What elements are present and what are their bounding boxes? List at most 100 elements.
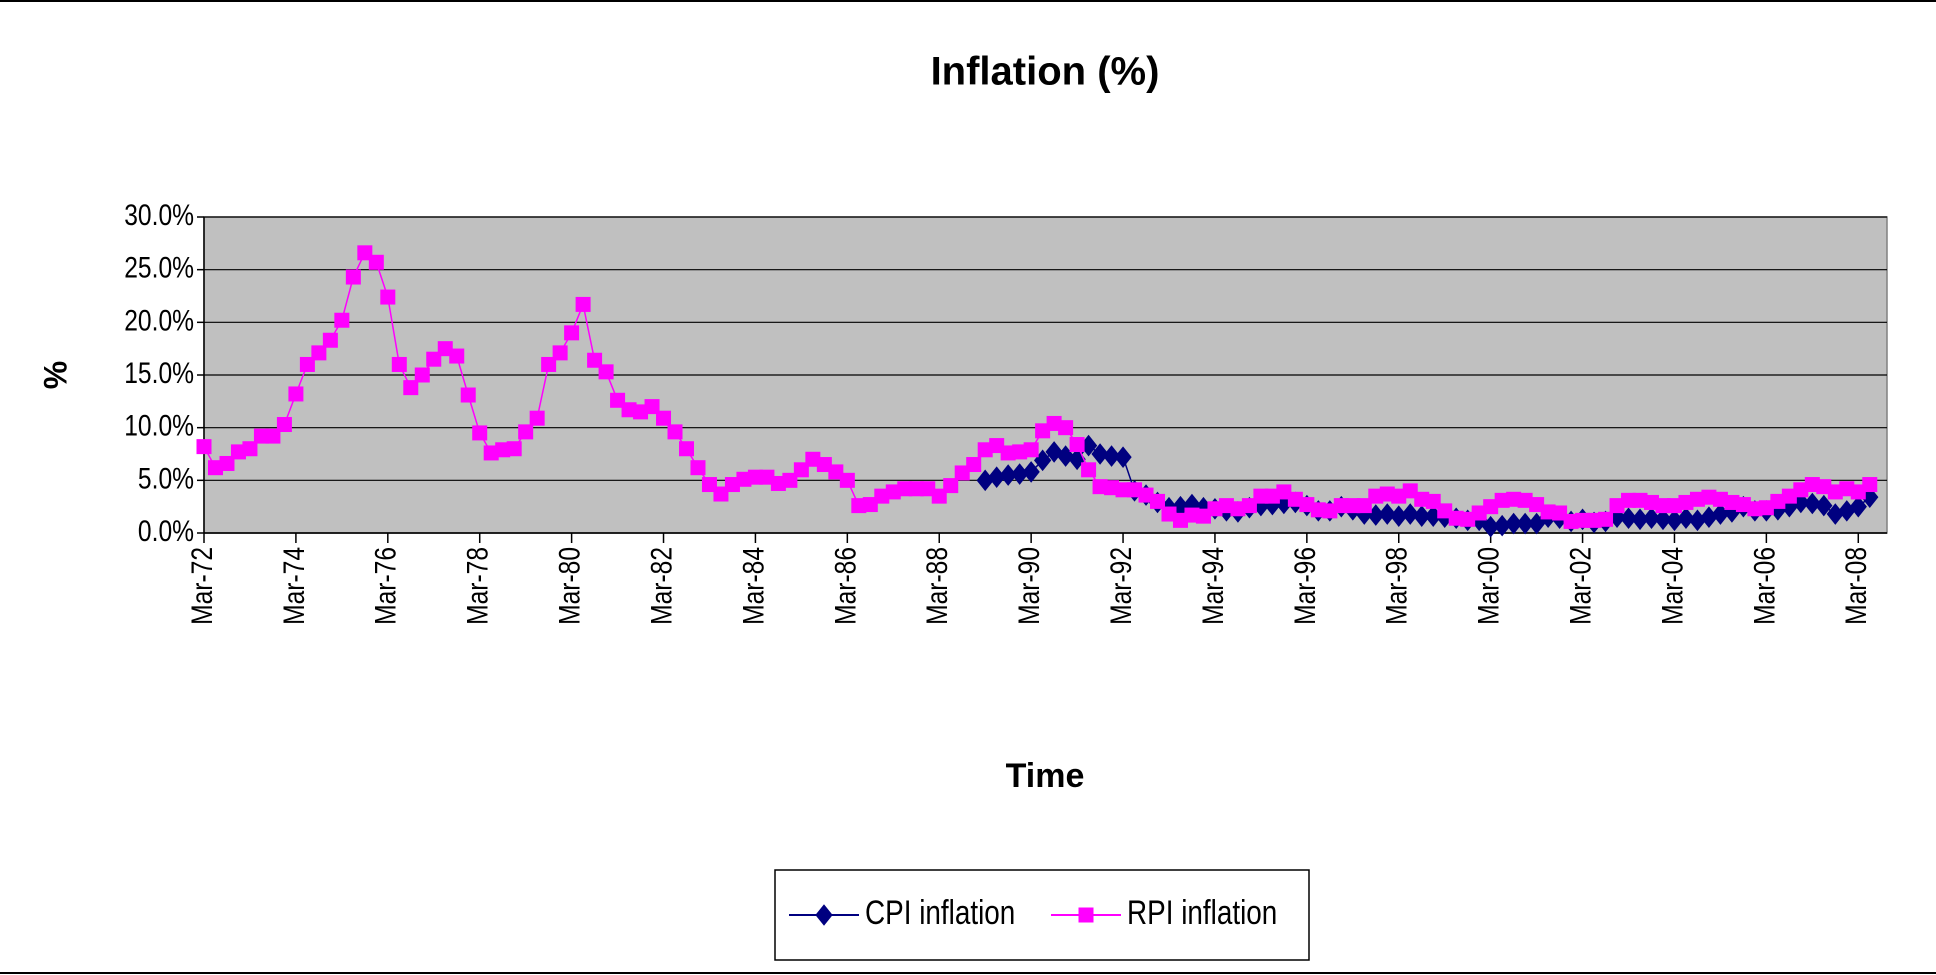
data-point [839,472,855,488]
data-point [667,424,683,440]
data-point [1150,493,1166,509]
y-tick-label: 0.0% [138,514,194,548]
data-point [966,457,982,473]
x-tick-label: Mar-08 [1839,547,1873,625]
legend-marker [1078,907,1094,923]
data-point [518,424,534,440]
y-tick-label: 25.0% [124,250,194,284]
data-point [1356,498,1372,514]
legend [774,869,1310,961]
data-point [793,462,809,478]
legend-label: RPI inflation [1127,893,1277,931]
data-point [1849,495,1867,518]
y-tick-label: 20.0% [124,303,194,337]
data-point [1815,494,1833,517]
data-point [265,428,281,444]
y-tick-label: 5.0% [138,461,194,495]
data-point [380,289,396,305]
data-point [690,460,706,476]
data-point [587,352,603,368]
data-point [1022,461,1040,483]
legend-label: CPI inflation [865,893,1015,931]
data-point [1069,437,1085,453]
data-point [288,386,304,402]
x-tick-label: Mar-86 [828,547,862,625]
data-point [1114,446,1132,468]
x-tick-label: Mar-80 [552,547,586,625]
data-point [541,356,557,372]
x-tick-label: Mar-04 [1655,547,1689,625]
y-tick-label: 15.0% [124,356,194,390]
data-point [1058,420,1074,436]
legend-marker [815,904,833,926]
x-tick-label: Mar-90 [1012,547,1046,625]
data-point [1642,507,1661,530]
data-point [1023,442,1039,458]
data-point [931,488,947,504]
data-point [552,345,568,361]
x-tick-label: Mar-06 [1747,547,1781,625]
x-tick-label: Mar-02 [1563,547,1597,625]
data-point [196,439,212,455]
data-point [391,356,407,372]
data-point [460,387,476,403]
data-point [782,472,798,488]
x-tick-label: Mar-82 [644,547,678,625]
data-point [1598,511,1614,527]
data-point [472,425,488,441]
data-point [1401,503,1419,525]
data-point [506,441,522,457]
data-point [345,269,361,285]
data-point [1045,441,1063,463]
data-point [1402,483,1418,499]
data-point [943,478,959,494]
data-point [1619,507,1638,530]
data-point [598,364,614,380]
x-axis-title: Time [1006,757,1085,795]
data-point [564,325,580,341]
y-tick-label: 30.0% [124,198,194,232]
data-point [1091,443,1109,465]
data-point [414,367,430,383]
data-point [1504,512,1523,535]
data-point [1552,505,1568,521]
data-point [1081,462,1097,478]
data-point [1425,493,1441,509]
y-axis-title: % [37,361,73,389]
data-point [311,345,327,361]
data-point [575,296,591,312]
data-point [403,380,419,396]
data-point [862,497,878,513]
data-point [656,410,672,426]
data-point [449,348,465,364]
data-point [713,486,729,502]
x-tick-label: Mar-96 [1287,547,1321,625]
x-tick-label: Mar-76 [368,547,402,625]
x-tick-label: Mar-98 [1379,547,1413,625]
data-point [334,312,350,328]
data-point [299,356,315,372]
data-point [701,477,717,493]
data-point [1516,512,1534,535]
data-point [368,254,384,270]
data-point [322,332,338,348]
x-tick-label: Mar-72 [185,547,219,625]
data-point [357,245,373,261]
chart-title: Inflation (%) [931,50,1160,94]
x-tick-label: Mar-74 [276,547,310,625]
data-point [1677,507,1695,530]
data-point [276,417,292,433]
data-point [1413,505,1431,527]
x-tick-label: Mar-78 [460,547,494,625]
data-point [828,464,844,480]
y-tick-label: 10.0% [124,408,194,442]
data-point [1803,492,1821,515]
data-point [1378,503,1396,525]
data-point [529,410,545,426]
data-point [242,441,258,457]
data-point [1241,498,1257,514]
x-tick-label: Mar-92 [1104,547,1138,625]
data-point [1862,477,1878,493]
